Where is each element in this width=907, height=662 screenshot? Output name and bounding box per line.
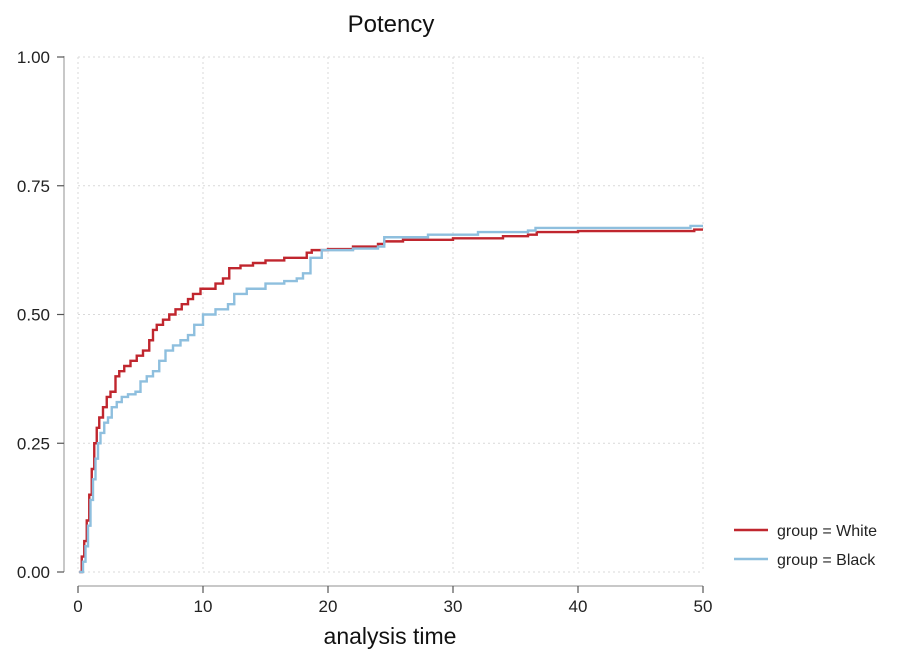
- y-tick-label: 0.50: [17, 306, 50, 325]
- series-line-0: [79, 228, 703, 574]
- legend-label-0: group = White: [777, 523, 877, 540]
- y-ticks: 0.00 0.25 0.50 0.75 1.00: [17, 48, 64, 582]
- grid: [77, 56, 704, 573]
- x-axis-label: analysis time: [324, 623, 457, 649]
- x-tick-label: 20: [319, 597, 338, 616]
- legend-label-1: group = Black: [777, 552, 876, 569]
- y-tick-label: 1.00: [17, 48, 50, 67]
- chart-title: Potency: [348, 11, 435, 38]
- x-tick-label: 40: [569, 597, 588, 616]
- y-tick-label: 0.75: [17, 177, 50, 196]
- x-tick-label: 10: [194, 597, 213, 616]
- x-tick-label: 50: [694, 597, 713, 616]
- x-tick-label: 0: [73, 597, 82, 616]
- y-tick-label: 0.25: [17, 434, 50, 453]
- series-line-1: [79, 224, 703, 574]
- legend: group = White group = Black: [734, 523, 877, 569]
- x-ticks: 0 10 20 30 40 50: [73, 586, 712, 616]
- x-tick-label: 30: [444, 597, 463, 616]
- series-lines: [79, 224, 703, 574]
- y-tick-label: 0.00: [17, 563, 50, 582]
